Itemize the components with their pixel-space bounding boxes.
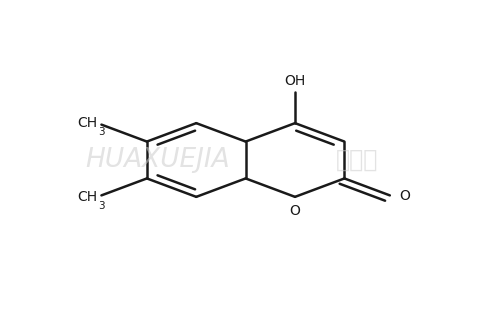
- Text: HUAXUEJIA: HUAXUEJIA: [85, 147, 230, 173]
- Text: O: O: [290, 204, 300, 218]
- Text: 3: 3: [99, 127, 105, 137]
- Text: 3: 3: [99, 201, 105, 211]
- Text: 化学加: 化学加: [336, 148, 378, 172]
- Text: CH: CH: [78, 116, 98, 130]
- Text: CH: CH: [78, 190, 98, 204]
- Text: O: O: [399, 189, 410, 203]
- Text: OH: OH: [285, 74, 305, 88]
